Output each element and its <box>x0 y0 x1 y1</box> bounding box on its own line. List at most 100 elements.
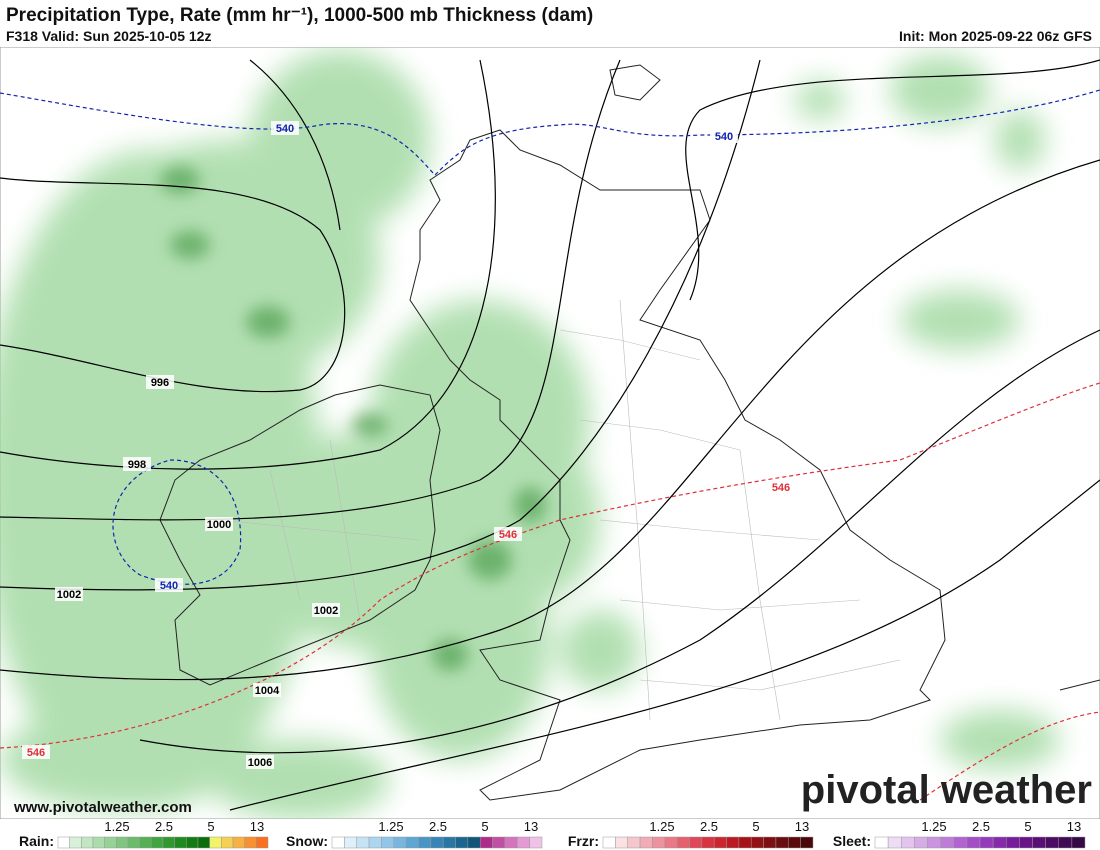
pressure-label-bg <box>55 587 83 601</box>
legend-swatch <box>953 836 968 849</box>
legend-tick: 2.5 <box>700 819 718 834</box>
legend-swatch <box>652 836 666 849</box>
thickness-label: 546 <box>27 747 45 759</box>
legend-swatch <box>104 836 117 849</box>
legend-swatch <box>116 836 129 849</box>
legend-tick: 13 <box>795 819 809 834</box>
thickness-label: 546 <box>772 482 790 494</box>
legend-tick: 5 <box>481 819 488 834</box>
legend-swatch <box>442 836 456 849</box>
legend-swatch <box>331 836 345 849</box>
map: 540 540 540 546 546 546 996 998 1000 1002 1002 1004… <box>0 47 1100 819</box>
legend-swatch <box>244 836 257 849</box>
legend-swatch <box>467 836 481 849</box>
legend-swatch <box>139 836 152 849</box>
legend-swatch <box>874 836 889 849</box>
coastlines <box>159 64 1100 801</box>
legend-swatch <box>356 836 370 849</box>
legend-tick: 13 <box>524 819 538 834</box>
legend-tick: 1.25 <box>378 819 403 834</box>
thickness-label-bg <box>494 527 522 541</box>
legend-swatch <box>726 836 740 849</box>
legend-swatch <box>713 836 727 849</box>
legend-swatch <box>393 836 407 849</box>
legend-swatch <box>455 836 469 849</box>
legend-swatch <box>209 836 222 849</box>
legend-swatch <box>1071 836 1086 849</box>
legend-swatch <box>788 836 801 849</box>
thickness-label-bg <box>22 745 50 759</box>
legend-swatch <box>69 836 82 849</box>
legend-swatch <box>966 836 981 849</box>
legend-swatch <box>1032 836 1046 849</box>
legend-swatch <box>763 836 777 849</box>
thickness-contours <box>0 89 1100 801</box>
legend-swatch <box>1019 836 1033 849</box>
legend-swatch <box>405 836 419 849</box>
pressure-label: 1002 <box>314 605 338 617</box>
pressure-label: 1000 <box>207 519 231 531</box>
legend-swatch <box>504 836 518 849</box>
legend-swatch <box>701 836 715 849</box>
legend-tick: 2.5 <box>155 819 173 834</box>
logo: pivotal weather <box>801 768 1092 812</box>
init-time: Init: Mon 2025-09-22 06z GFS <box>899 28 1092 44</box>
legend-swatch <box>901 836 915 849</box>
legend-swatch <box>1058 836 1073 849</box>
legend-swatch <box>627 836 641 849</box>
legend-swatch <box>914 836 928 849</box>
legend-swatch <box>529 836 543 849</box>
precip-field <box>0 50 1060 819</box>
thickness-label-bg <box>710 129 738 143</box>
legend-swatch <box>927 836 941 849</box>
legend-swatch <box>992 836 1007 849</box>
legend-tick: 5 <box>1024 819 1031 834</box>
legend-tick: 5 <box>752 819 759 834</box>
pressure-label: 998 <box>128 459 146 471</box>
thickness-label: 540 <box>715 131 733 143</box>
legend-label: Snow: <box>286 833 328 849</box>
pressure-label-bg <box>312 603 340 617</box>
legend-swatch <box>887 836 902 849</box>
legend-swatch <box>1006 836 1020 849</box>
legend-swatch <box>151 836 164 849</box>
legend-tick: 2.5 <box>429 819 447 834</box>
legend-swatch <box>615 836 628 849</box>
legend-tick: 1.25 <box>104 819 129 834</box>
thickness-label-bg <box>767 480 795 494</box>
legend-swatch <box>368 836 382 849</box>
valid-time: F318 Valid: Sun 2025-10-05 12z <box>6 28 212 44</box>
legend-tick: 1.25 <box>649 819 674 834</box>
legend-tick: 5 <box>207 819 214 834</box>
legend-label: Frzr: <box>568 833 599 849</box>
pressure-label-bg <box>205 517 233 531</box>
legend-swatch <box>676 836 690 849</box>
thickness-label-bg <box>271 121 299 135</box>
precip-core <box>160 166 546 671</box>
legend-swatch <box>92 836 105 849</box>
legend-swatch <box>738 836 752 849</box>
pressure-label: 1004 <box>255 685 280 697</box>
legend-label: Rain: <box>19 833 54 849</box>
legend-tick: 1.25 <box>921 819 946 834</box>
legend-tick: 2.5 <box>972 819 990 834</box>
pressure-label-bg <box>246 755 274 769</box>
legend-swatch <box>689 836 703 849</box>
legend-swatch <box>232 836 245 849</box>
map-title: Precipitation Type, Rate (mm hr⁻¹), 1000… <box>6 5 594 26</box>
legend-swatch <box>639 836 653 849</box>
pressure-label: 1002 <box>57 589 81 601</box>
legend-swatch <box>602 836 616 849</box>
legend-swatch <box>940 836 954 849</box>
legend-swatch <box>197 836 210 849</box>
legend-swatch <box>1045 836 1059 849</box>
legend-swatch <box>775 836 789 849</box>
legend-swatch <box>430 836 444 849</box>
legend-swatch <box>979 836 994 849</box>
legend-swatch <box>174 836 187 849</box>
legend-swatch <box>750 836 764 849</box>
thickness-label: 540 <box>160 580 178 592</box>
legend-swatch <box>186 836 199 849</box>
legend-label: Sleet: <box>833 833 871 849</box>
